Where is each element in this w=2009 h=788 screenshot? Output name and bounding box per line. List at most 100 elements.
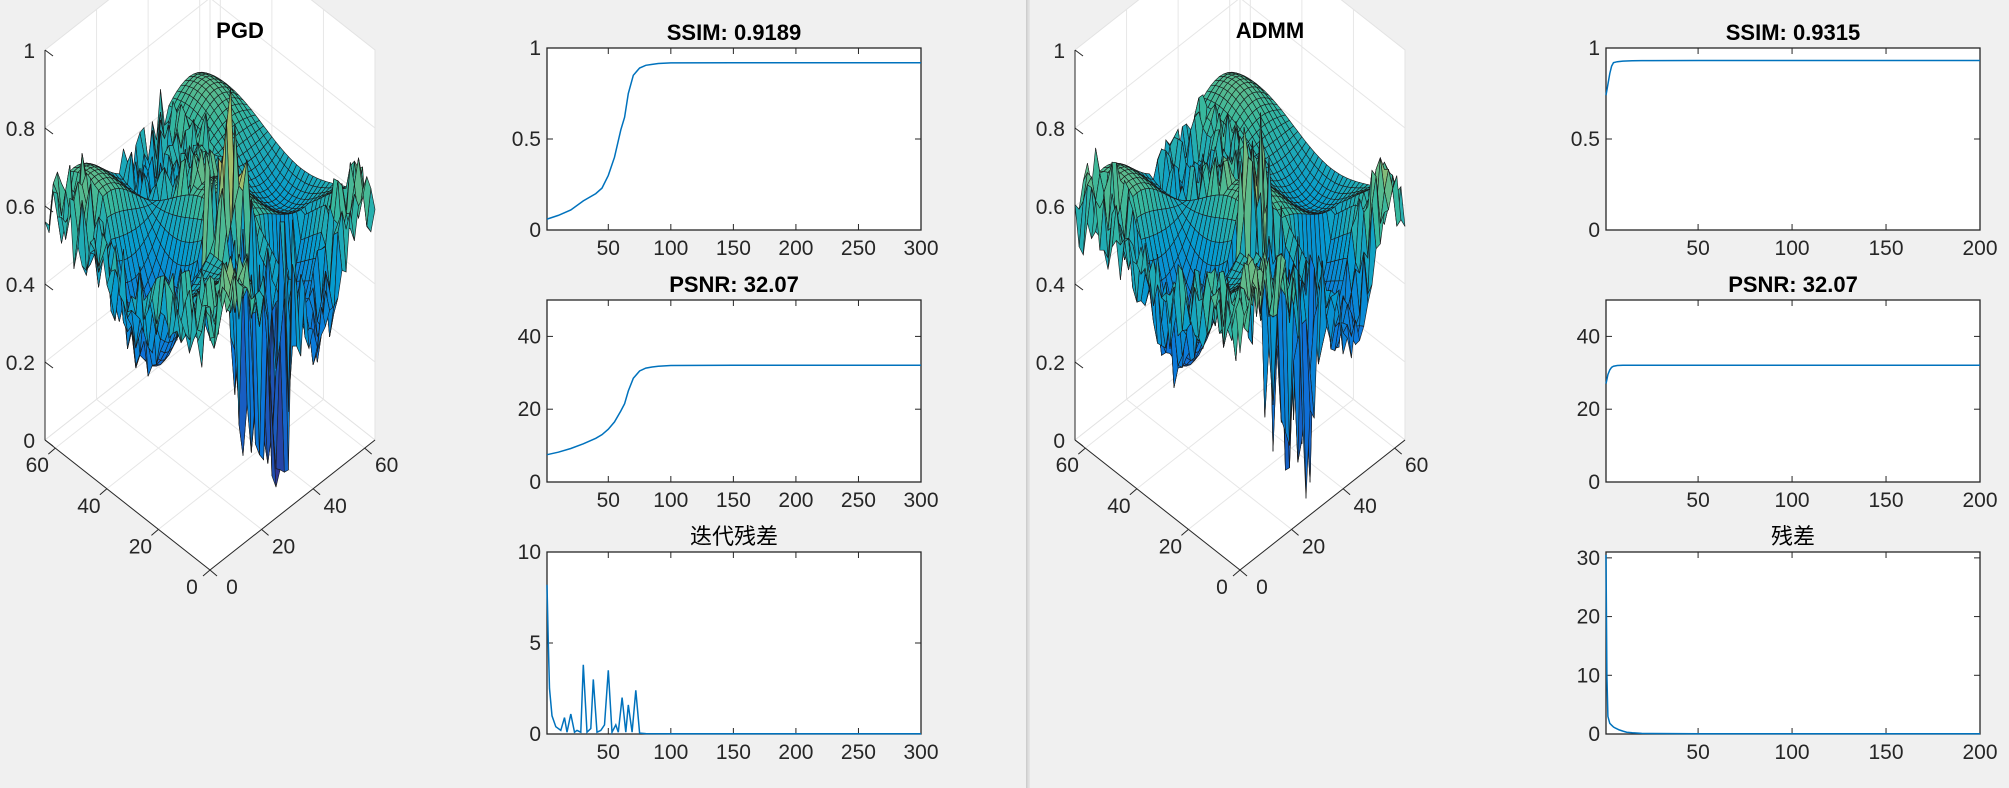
x-tick-label: 100 — [653, 237, 688, 260]
z-tick-mark — [1074, 439, 1084, 447]
surface-face — [205, 310, 215, 339]
series-line — [1605, 364, 1980, 384]
x-tick-label: 50 — [597, 741, 620, 764]
z-tick-mark — [44, 127, 54, 135]
y-tick-label: 20 — [129, 535, 152, 558]
x-tick-label: 200 — [1962, 237, 1997, 260]
y-tick-label: 10 — [518, 541, 541, 564]
x-tick-label: 200 — [778, 489, 813, 512]
z-tick-label: 1 — [1053, 40, 1065, 63]
x-tick-label: 250 — [841, 489, 876, 512]
series-line — [1605, 554, 1980, 735]
y-tick-label: 40 — [1577, 325, 1600, 348]
z-tick-mark — [44, 361, 54, 369]
z-tick-label: 0 — [1053, 430, 1065, 453]
y-tick-label: 10 — [1577, 664, 1600, 687]
y-tick-label: 0 — [1588, 723, 1600, 746]
panel-title: 迭代残差 — [690, 525, 778, 550]
line-panel: SSIM: 0.9315 50 100 150 200 0 0.5 1 — [1571, 20, 1998, 260]
y-tick-label: 0 — [529, 723, 541, 746]
plot-area — [546, 299, 922, 483]
x-tick-label: 20 — [272, 535, 295, 558]
line-panel: 迭代残差 50 100 150 200 250 300 0 5 10 — [518, 525, 939, 764]
x-tick-label: 20 — [1302, 535, 1325, 558]
x-tick-label: 300 — [903, 489, 938, 512]
x-tick-label: 200 — [778, 237, 813, 260]
z-tick-label: 0.4 — [1036, 274, 1066, 297]
grid-line — [158, 9, 324, 530]
panel-title: SSIM: 0.9315 — [1726, 20, 1861, 45]
x-tick-label: 100 — [653, 489, 688, 512]
x-tick-label: 200 — [1962, 489, 1997, 512]
z-tick-label: 0 — [23, 430, 35, 453]
z-tick-label: 0.2 — [6, 352, 35, 375]
x-tick-label: 300 — [903, 237, 938, 260]
z-tick-label: 0.8 — [6, 118, 35, 141]
y-tick-label: 20 — [518, 398, 541, 421]
line-panel: PSNR: 32.07 50 100 150 200 250 300 0 20 40 — [518, 272, 939, 512]
plot-area — [1605, 299, 1981, 483]
y-tick-mark — [202, 569, 211, 577]
x-tick-label: 60 — [375, 454, 398, 477]
x-axis-line — [209, 439, 376, 571]
x-tick-label: 50 — [1686, 237, 1709, 260]
x-tick-mark — [1394, 447, 1403, 455]
surface-face — [1235, 297, 1245, 354]
x-tick-label: 250 — [841, 741, 876, 764]
surface-mesh — [1074, 71, 1406, 499]
y-tick-mark — [99, 488, 108, 496]
series-line — [546, 61, 921, 220]
x-tick-mark — [1239, 569, 1248, 577]
x-tick-mark — [312, 488, 321, 496]
x-tick-mark — [1342, 488, 1351, 496]
y-tick-label: 0 — [529, 471, 541, 494]
z-tick-label: 0.6 — [1036, 196, 1065, 219]
y-tick-label: 0 — [529, 219, 541, 242]
y-tick-label: 20 — [1577, 398, 1600, 421]
x-tick-mark — [1291, 528, 1299, 536]
z-tick-mark — [44, 205, 54, 213]
line-panel: 残差 50 100 150 200 0 10 20 30 — [1577, 525, 1998, 764]
y-tick-label: 40 — [77, 495, 100, 518]
y-tick-label: 1 — [529, 37, 541, 60]
line-panel: SSIM: 0.9189 50 100 150 200 250 300 0 0.5 1 — [512, 20, 939, 260]
x-tick-mark — [364, 447, 373, 455]
x-tick-label: 100 — [1775, 741, 1810, 764]
y-tick-label: 30 — [1577, 547, 1600, 570]
y-axis-line — [1074, 439, 1241, 571]
x-tick-label: 100 — [1775, 489, 1810, 512]
series-line — [1605, 59, 1980, 96]
surface-title: PGD — [216, 18, 264, 43]
z-tick-mark — [1074, 361, 1084, 369]
plot-area — [546, 551, 922, 735]
z-tick-label: 1 — [23, 40, 35, 63]
window-divider — [1026, 0, 1030, 788]
z-tick-mark — [1074, 49, 1084, 57]
z-tick-mark — [1074, 127, 1084, 135]
x-tick-label: 60 — [1405, 454, 1428, 477]
x-tick-label: 50 — [1686, 741, 1709, 764]
series-line — [546, 364, 921, 456]
y-tick-label: 0 — [1588, 471, 1600, 494]
x-tick-label: 0 — [226, 576, 238, 599]
x-tick-label: 150 — [1869, 741, 1904, 764]
x-tick-label: 150 — [1869, 237, 1904, 260]
y-tick-label: 0 — [1588, 219, 1600, 242]
y-tick-label: 1 — [1588, 37, 1600, 60]
x-tick-label: 50 — [597, 489, 620, 512]
grid-line — [96, 9, 262, 530]
x-tick-label: 200 — [778, 741, 813, 764]
grid-line — [44, 0, 376, 129]
x-tick-label: 150 — [1869, 489, 1904, 512]
y-tick-label: 0 — [1216, 576, 1228, 599]
x-tick-label: 150 — [716, 237, 751, 260]
y-tick-mark — [151, 528, 159, 536]
x-axis-line — [1239, 439, 1406, 571]
z-tick-label: 0.4 — [6, 274, 36, 297]
y-tick-label: 60 — [26, 454, 49, 477]
z-tick-mark — [44, 49, 54, 57]
x-tick-label: 150 — [716, 489, 751, 512]
